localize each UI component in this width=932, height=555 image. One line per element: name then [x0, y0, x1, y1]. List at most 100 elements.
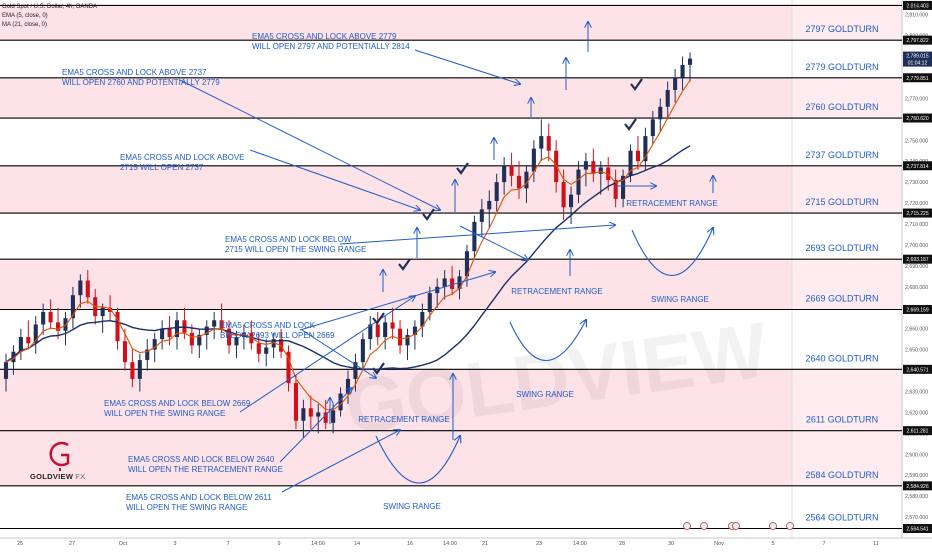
pointer-arrow — [299, 272, 495, 331]
annotation-text: EMA5 CROSS AND LOCK BELOW 2669 — [104, 399, 251, 408]
check-mark-icon — [422, 208, 435, 221]
x-tick-label: 14:00 — [573, 541, 587, 547]
candle-body — [100, 307, 105, 317]
goldturn-level-label: 2584 GOLDTURN — [805, 470, 878, 480]
candle-body — [658, 106, 663, 120]
goldturn-level-label: 2737 GOLDTURN — [805, 150, 878, 160]
y-tick-label: 2,660.000 — [905, 327, 928, 333]
candle-body — [613, 180, 618, 199]
check-mark-icon — [630, 78, 643, 91]
candle-body — [375, 324, 380, 338]
annotation-text: EMA5 CROSS AND LOCK ABOVE 2779 — [252, 32, 397, 41]
candle-body — [167, 328, 172, 338]
candle-body — [583, 161, 588, 170]
goldturn-level-label: 2611 GOLDTURN — [806, 415, 878, 425]
candle-body — [442, 278, 447, 287]
annotation-text: 2715 WILL OPEN THE SWING RANGE — [225, 245, 366, 254]
band-zone — [0, 5, 902, 41]
candle-body — [665, 90, 670, 107]
x-tick-label: 14:00 — [443, 541, 457, 547]
candle-body — [450, 278, 455, 289]
y-tick-label: 2,570.000 — [905, 515, 928, 521]
candle-body — [360, 339, 365, 363]
level-price-text: 2,640.571 — [906, 367, 928, 373]
candle-body — [26, 337, 31, 344]
candle-body — [18, 337, 23, 352]
annotation-text: WILL OPEN THE SWING RANGE — [126, 503, 247, 512]
level-price-badge — [903, 254, 932, 264]
check-mark-icon — [372, 362, 385, 375]
candle-body — [189, 332, 194, 346]
annotation-text: WILL OPEN THE SWING RANGE — [104, 409, 225, 418]
level-price-badge — [903, 113, 932, 123]
check-mark-icon — [456, 162, 469, 175]
price-axis-bg — [902, 0, 932, 550]
candle-body — [226, 328, 232, 346]
chart-title: Gold Spot / U.S. Dollar, 4h, OANDA — [2, 4, 98, 10]
candle-body — [219, 320, 224, 329]
candle-body — [256, 343, 261, 354]
candle-body — [561, 182, 566, 208]
y-tick-label: 2,680.000 — [905, 285, 928, 291]
candle-body — [78, 280, 83, 296]
level-price-badge — [903, 304, 932, 314]
range-label: RETRACEMENT RANGE — [511, 287, 602, 296]
annotation-text: BELOW 2693 WILL OPEN 2669 — [220, 331, 335, 340]
candle-body — [397, 328, 403, 346]
x-tick-label: 14:00 — [311, 541, 325, 547]
annotation-text: WILL OPEN THE RETRACEMENT RANGE — [128, 465, 283, 474]
logo-suffix: FX — [75, 472, 86, 481]
candle-body — [531, 148, 536, 172]
candle-body — [494, 182, 499, 201]
candle-body — [568, 194, 574, 208]
y-tick-label: 2,600.000 — [905, 452, 928, 458]
candle-body — [286, 351, 291, 384]
x-tick-label: 5 — [771, 541, 774, 547]
pointer-arrow — [179, 79, 440, 210]
candle-body — [472, 221, 477, 252]
goldturn-level-label: 2779 GOLDTURN — [805, 62, 878, 72]
x-tick-label: 25 — [17, 541, 23, 547]
range-label: SWING RANGE — [383, 502, 441, 511]
candle-body — [85, 280, 90, 298]
candle-body — [353, 362, 358, 379]
goldturn-level-label: 2640 GOLDTURN — [805, 353, 878, 363]
candle-body — [427, 293, 432, 312]
y-tick-label: 2,630.000 — [905, 389, 928, 395]
level-price-text: 2,669.159 — [906, 307, 928, 313]
candle-body — [598, 167, 603, 174]
x-tick-label: 14 — [354, 541, 360, 547]
pointer-arrow — [239, 296, 415, 413]
annotation-text: EMA5 CROSS AND LOCK BELOW — [225, 235, 352, 244]
candle-body — [308, 408, 313, 417]
level-price-text: 2,564.541 — [906, 526, 928, 532]
candle-body — [643, 136, 648, 162]
candle-body — [628, 150, 633, 176]
candle-body — [271, 339, 276, 348]
y-tick-label: 2,770.000 — [905, 96, 928, 102]
level-price-badge — [903, 364, 932, 374]
candle-body — [234, 337, 239, 346]
level-price-badge — [903, 0, 932, 10]
pointer-arrow — [249, 149, 420, 210]
x-tick-label: Oct — [119, 541, 128, 547]
goldturn-level-label: 2669 GOLDTURN — [805, 293, 878, 303]
candle-body — [3, 362, 9, 379]
y-tick-label: 2,720.000 — [905, 201, 928, 207]
x-tick-label: 9 — [277, 541, 280, 547]
economic-event-icon — [732, 522, 740, 530]
goldturn-level-label: 2564 GOLDTURN — [805, 512, 878, 522]
x-tick-label: 23 — [536, 541, 542, 547]
candle-body — [160, 328, 165, 340]
candle-body — [524, 171, 529, 189]
pointer-arrow — [279, 388, 352, 463]
candle-body — [48, 311, 53, 323]
level-price-badge — [903, 161, 932, 171]
swing-curve-arrow — [509, 320, 586, 362]
check-mark-icon — [624, 118, 637, 131]
level-price-badge — [903, 208, 932, 218]
annotation-text: 2715 WILL OPEN 2737 — [120, 163, 204, 172]
goldturn-level-label: 2797 GOLDTURN — [805, 24, 878, 34]
swing-curve-arrow — [375, 436, 460, 484]
